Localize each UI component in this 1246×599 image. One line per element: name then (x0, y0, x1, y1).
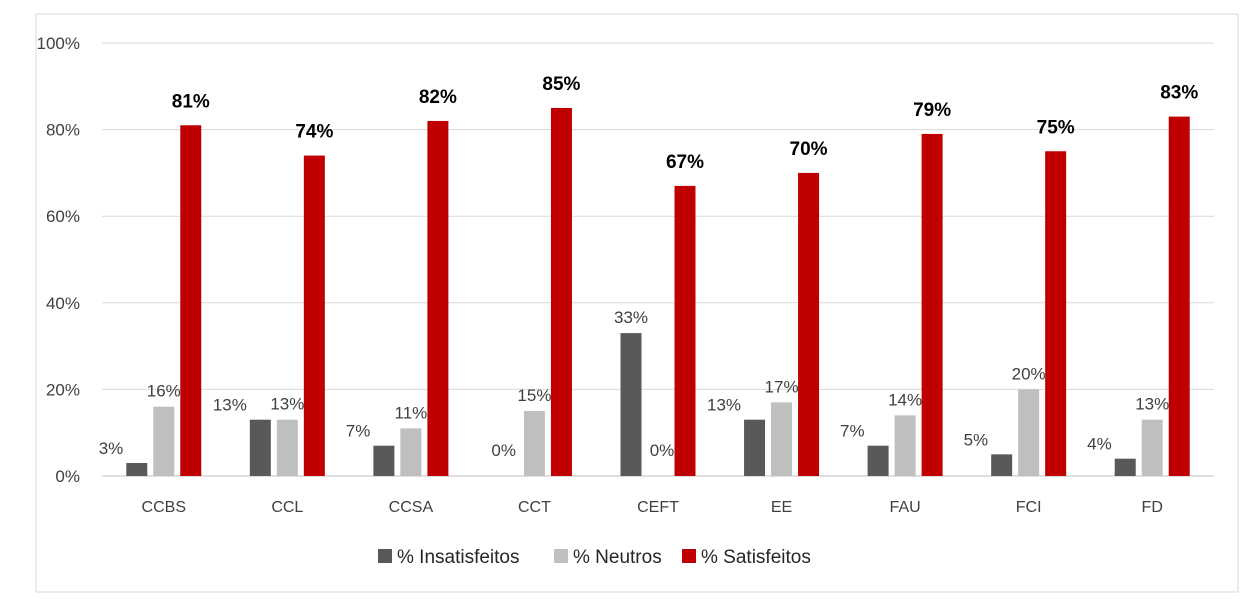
x-tick-label: FD (1142, 499, 1163, 516)
y-tick-label: 100% (37, 34, 80, 53)
data-label: 14% (888, 390, 922, 409)
bar-satisfeitos (1168, 116, 1190, 477)
y-axis: 0% 20% 40% 60% 80% 100% (37, 34, 80, 486)
y-tick-label: 20% (46, 380, 80, 399)
bar-neutros (894, 415, 916, 476)
data-label: 79% (913, 100, 951, 121)
data-label: 0% (491, 441, 516, 460)
data-label: 15% (517, 386, 551, 405)
bar-satisfeitos (427, 120, 449, 476)
data-label: 13% (707, 396, 741, 415)
x-tick-label: EE (771, 499, 792, 516)
x-tick-label: CEFT (637, 499, 679, 516)
legend-swatch (378, 549, 392, 563)
data-label: 7% (346, 422, 371, 441)
bar-satisfeitos (921, 133, 943, 476)
bar-satisfeitos (180, 125, 202, 477)
data-label: 16% (147, 382, 181, 401)
bar-satisfeitos (550, 107, 572, 476)
y-tick-label: 0% (55, 467, 80, 486)
x-axis: CCBS CCL CCSA CCT CEFT EE FAU FCI FD (142, 499, 1163, 516)
data-label: 11% (395, 403, 428, 422)
bar-insatisfeitos (1114, 458, 1136, 476)
bar-insatisfeitos (867, 445, 889, 476)
data-label: 74% (295, 122, 333, 143)
legend-label: % Satisfeitos (701, 547, 811, 568)
legend-label: % Neutros (573, 547, 662, 568)
legend-swatch (554, 549, 568, 563)
data-label: 13% (270, 395, 304, 414)
data-label: 5% (964, 430, 989, 449)
data-labels: 3% 16% 81% 13% 13% 74% 7% 11% 82% 0% 15% 85% 33% 0% 67… (99, 74, 1199, 460)
bar-satisfeitos (1045, 151, 1067, 476)
x-tick-label: FAU (890, 499, 921, 516)
data-label: 75% (1037, 117, 1075, 138)
data-label: 4% (1087, 435, 1112, 454)
y-tick-label: 80% (46, 121, 80, 140)
legend: % Insatisfeitos % Neutros % Satisfeitos (378, 547, 811, 568)
bar-series (126, 107, 1190, 477)
y-tick-label: 40% (46, 294, 80, 313)
data-label: 67% (666, 152, 704, 173)
data-label: 7% (840, 422, 865, 441)
bar-neutros (1018, 389, 1040, 476)
y-tick-label: 60% (46, 207, 80, 226)
x-tick-label: CCL (271, 499, 303, 516)
data-label: 3% (99, 439, 124, 458)
x-tick-label: FCI (1016, 499, 1042, 516)
bar-insatisfeitos (744, 419, 766, 476)
data-label: 85% (542, 74, 580, 95)
legend-label: % Insatisfeitos (397, 547, 520, 568)
bar-neutros (771, 402, 793, 476)
bar-satisfeitos (674, 185, 696, 476)
data-label: 13% (213, 396, 247, 415)
data-label: 70% (790, 139, 828, 160)
legend-swatch (682, 549, 696, 563)
bar-neutros (153, 406, 175, 476)
data-label: 83% (1160, 83, 1198, 104)
data-label: 13% (1135, 395, 1169, 414)
bar-neutros (1141, 419, 1163, 476)
bar-satisfeitos (798, 172, 820, 476)
bar-insatisfeitos (991, 454, 1013, 476)
data-label: 20% (1012, 364, 1046, 383)
data-label: 33% (614, 308, 648, 327)
data-label: 81% (172, 91, 210, 112)
data-label: 82% (419, 87, 457, 108)
bar-insatisfeitos (373, 445, 395, 476)
data-label: 0% (650, 441, 675, 460)
x-tick-label: CCBS (142, 499, 186, 516)
bar-satisfeitos (303, 155, 325, 476)
bar-neutros (276, 419, 298, 476)
x-tick-label: CCSA (389, 499, 434, 516)
bar-insatisfeitos (249, 419, 271, 476)
data-label: 17% (765, 377, 799, 396)
x-tick-label: CCT (518, 499, 551, 516)
bar-insatisfeitos (126, 463, 148, 476)
bar-neutros (400, 428, 422, 476)
bar-insatisfeitos (620, 333, 642, 476)
bar-neutros (523, 411, 545, 476)
